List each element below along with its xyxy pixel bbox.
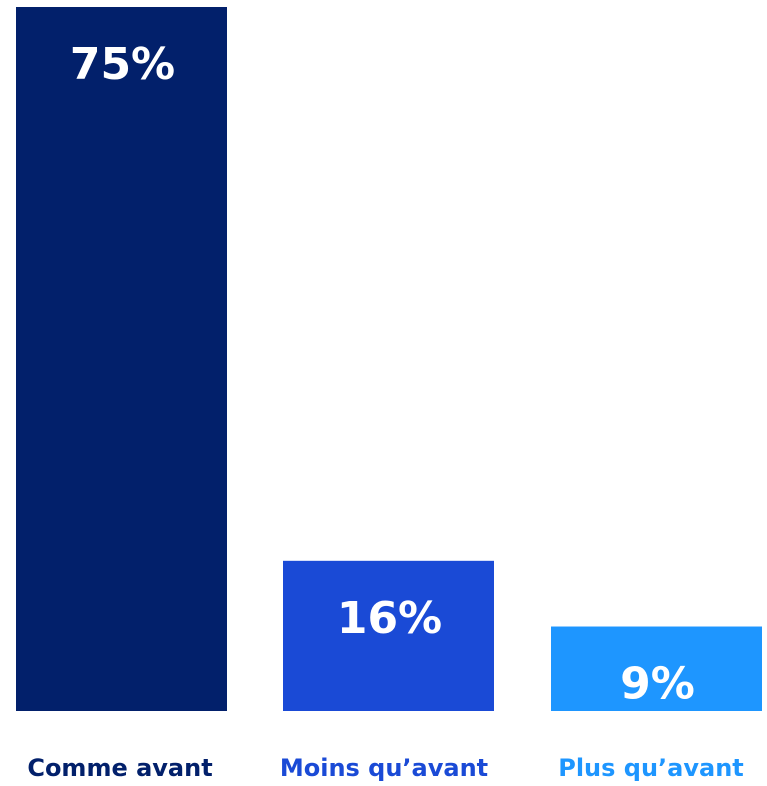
bar-value-label-1: 75%	[70, 39, 175, 90]
bar-value-label-3: 9%	[620, 659, 695, 710]
bars: 75% 16% 9%	[16, 7, 762, 711]
bar-value-label-2: 16%	[337, 593, 442, 644]
bar-3	[551, 626, 762, 711]
category-label-2: Moins qu’avant	[280, 754, 488, 782]
category-label-1: Comme avant	[27, 754, 212, 782]
category-label-3: Plus qu’avant	[558, 754, 744, 782]
bar-2	[283, 560, 494, 711]
bar-1	[16, 7, 227, 711]
category-labels: Comme avant Moins qu’avant Plus qu’avant	[27, 754, 743, 782]
